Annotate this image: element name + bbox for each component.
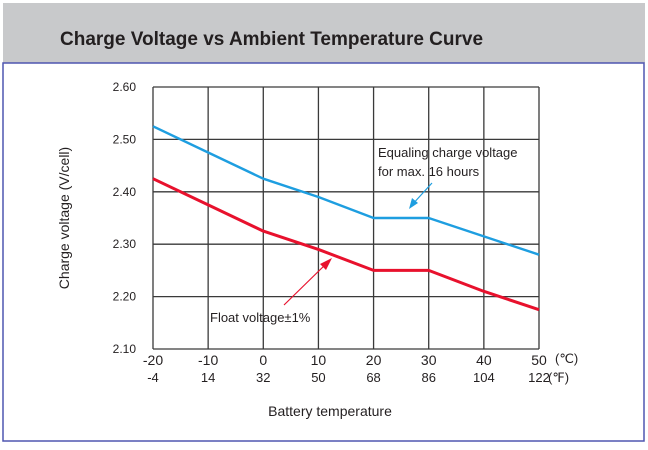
x-tick-label-f: -4 xyxy=(147,370,159,385)
annotation-equal-line1: Equaling charge voltage xyxy=(378,145,518,160)
float-voltage-line xyxy=(152,177,540,312)
float-arrowhead xyxy=(320,258,332,270)
float-annotation-arrow xyxy=(283,261,329,306)
y-axis-label: Charge voltage (V/cell) xyxy=(56,147,72,289)
y-tick-label: 2.30 xyxy=(113,237,137,251)
x-tick-label-c: 30 xyxy=(421,352,437,368)
x-tick-label-c: -20 xyxy=(143,352,163,368)
x-unit-f: (℉) xyxy=(548,370,569,385)
x-tick-label-f: 50 xyxy=(311,370,325,385)
x-tick-label-c: 0 xyxy=(259,352,267,368)
equal-arrowhead xyxy=(409,198,418,209)
tick-labels: 2.10 2.20 2.30 2.40 2.50 2.60 -20 -10 0 10 20 30 40 5… xyxy=(113,80,579,385)
x-tick-label-f: 32 xyxy=(256,370,270,385)
header-band xyxy=(3,3,645,63)
y-tick-label: 2.60 xyxy=(113,80,137,94)
x-unit-c: (℃) xyxy=(555,351,578,366)
y-tick-label: 2.20 xyxy=(113,290,137,304)
chart-title: Charge Voltage vs Ambient Temperature Cu… xyxy=(60,29,483,50)
grid xyxy=(152,86,540,350)
x-tick-label-c: 20 xyxy=(366,352,382,368)
x-tick-label-c: 40 xyxy=(476,352,492,368)
y-tick-label: 2.40 xyxy=(113,185,137,199)
annotation-equal-line2: for max. 16 hours xyxy=(378,164,480,179)
x-tick-label-c: -10 xyxy=(198,352,218,368)
x-axis-label: Battery temperature xyxy=(268,403,392,419)
x-tick-label-f: 68 xyxy=(366,370,380,385)
x-tick-label-f: 104 xyxy=(473,370,495,385)
x-tick-label-c: 10 xyxy=(311,352,327,368)
x-tick-label-f: 86 xyxy=(421,370,435,385)
chart-frame xyxy=(2,62,645,442)
x-tick-label-f: 122 xyxy=(528,370,550,385)
y-tick-label: 2.50 xyxy=(113,132,137,146)
series-lines xyxy=(152,125,540,312)
x-tick-label-f: 14 xyxy=(201,370,215,385)
equaling-voltage-line xyxy=(152,125,540,256)
y-tick-label: 2.10 xyxy=(113,342,137,356)
annotation-float: Float voltage±1% xyxy=(210,310,311,325)
x-tick-label-c: 50 xyxy=(531,352,547,368)
